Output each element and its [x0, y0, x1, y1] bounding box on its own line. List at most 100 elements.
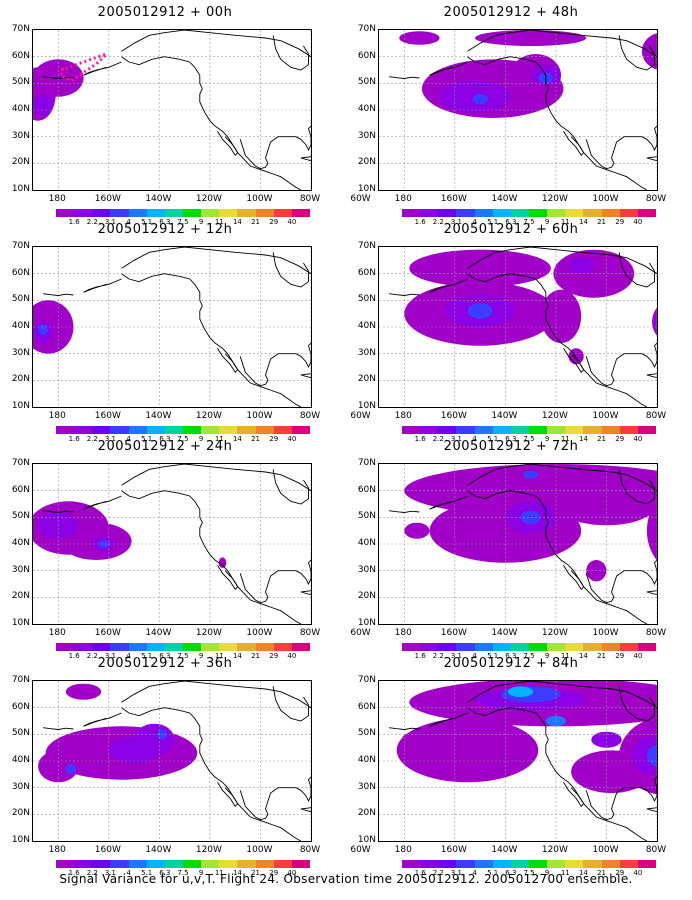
- colorbar-label: 29: [615, 869, 625, 877]
- colorbar-label: 1.6: [68, 869, 80, 877]
- colorbar-label: 4: [126, 435, 131, 443]
- colorbar-label: 7.5: [523, 435, 535, 443]
- variance-region: [641, 33, 657, 70]
- colorbar-swatch: [110, 860, 129, 868]
- colorbar-label: 11: [560, 652, 570, 660]
- colorbar-label: 14: [232, 435, 242, 443]
- colorbar-swatch: [637, 860, 656, 868]
- colorbar: [402, 426, 656, 434]
- variance-map: [378, 29, 658, 191]
- coastline: [429, 278, 468, 293]
- forecast-panel: 2005012912 + 48h 70N 60N 50N 40N 30N 20N 10N 180…: [346, 5, 676, 226]
- colorbar-label: 1.6: [414, 869, 426, 877]
- longitude-label: 120W: [195, 628, 222, 638]
- longitude-label: 60W: [687, 194, 692, 204]
- longitude-label: 140W: [491, 194, 518, 204]
- latitude-label: 10N: [11, 184, 30, 194]
- latitude-label: 60N: [357, 267, 376, 278]
- variance-map: [378, 680, 658, 842]
- latitude-label: 10N: [357, 835, 376, 845]
- coastline: [563, 565, 585, 591]
- variance-map: [32, 246, 312, 408]
- latitude-label: 70N: [357, 241, 376, 251]
- colorbar-swatch: [528, 860, 548, 868]
- colorbar-label: 2.2: [432, 652, 444, 660]
- longitude-label: 180: [394, 628, 412, 638]
- colorbar-swatch: [56, 426, 75, 434]
- variance-region: [218, 557, 227, 568]
- colorbar-swatch: [291, 860, 310, 868]
- colorbar-swatch: [92, 860, 111, 868]
- colorbar-label: 14: [578, 218, 588, 226]
- variance-region: [65, 763, 76, 775]
- coastline: [83, 278, 122, 293]
- coastline: [121, 273, 302, 407]
- colorbar-label: 21: [597, 435, 607, 443]
- coastline: [121, 707, 302, 841]
- coastline: [121, 56, 302, 190]
- colorbar: [56, 426, 310, 434]
- coastline: [389, 76, 420, 79]
- latitude-label: 30N: [357, 130, 376, 141]
- coastline: [585, 342, 657, 387]
- colorbar-swatch: [420, 426, 439, 434]
- coastline: [83, 712, 122, 727]
- colorbar-label: 2.2: [86, 869, 98, 877]
- coastline: [618, 252, 655, 288]
- colorbar-swatch: [92, 426, 111, 434]
- colorbar-swatch: [56, 209, 75, 217]
- colorbar-label: 40: [633, 652, 643, 660]
- panel-title: 2005012912 + 36h: [97, 656, 233, 671]
- longitude-label: 140W: [491, 845, 518, 855]
- longitude-label: 60W: [687, 411, 692, 421]
- colorbar-swatch: [182, 860, 202, 868]
- coastline: [121, 247, 311, 275]
- latitude-label: 60N: [11, 267, 30, 278]
- variance-region: [401, 731, 433, 748]
- colorbar-swatch: [255, 860, 274, 868]
- colorbar-label: 21: [597, 869, 607, 877]
- coastline: [239, 776, 311, 821]
- colorbar: [402, 643, 656, 651]
- longitude-label: 140W: [491, 411, 518, 421]
- variance-region: [507, 686, 534, 697]
- latitude-label: 10N: [11, 401, 30, 411]
- coastline: [429, 712, 468, 727]
- colorbar-label: 5.1: [487, 218, 499, 226]
- coastline: [121, 464, 311, 492]
- colorbar-swatch: [474, 209, 493, 217]
- colorbar-label: 6.3: [159, 435, 171, 443]
- longitude-label: 160W: [440, 628, 467, 638]
- longitude-label: 120W: [195, 411, 222, 421]
- variance-map: [32, 680, 312, 842]
- island-outline: [300, 590, 311, 595]
- colorbar-swatch: [291, 209, 310, 217]
- colorbar-label: 3.1: [104, 435, 116, 443]
- colorbar-swatch: [146, 426, 165, 434]
- colorbar-label: 3.1: [104, 869, 116, 877]
- colorbar-swatch: [219, 426, 238, 434]
- colorbar-swatch: [601, 860, 620, 868]
- panel-title: 2005012912 + 84h: [443, 656, 579, 671]
- variance-region: [33, 94, 54, 116]
- panel-title: 2005012912 + 48h: [443, 5, 579, 20]
- longitude-label: 100W: [246, 411, 273, 421]
- colorbar-label: 1.6: [68, 218, 80, 226]
- latitude-label: 50N: [11, 77, 30, 88]
- latitude-label: 10N: [357, 184, 376, 194]
- colorbar-label: 7.5: [177, 218, 189, 226]
- panel-title: 2005012912 + 60h: [443, 222, 579, 237]
- latitude-label: 50N: [357, 294, 376, 305]
- colorbar-swatch: [474, 860, 493, 868]
- colorbar-label: 4: [472, 652, 477, 660]
- colorbar-label: 29: [269, 218, 279, 226]
- colorbar-label: 3.1: [104, 218, 116, 226]
- colorbar-label: 1.6: [414, 435, 426, 443]
- latitude-label: 10N: [11, 618, 30, 628]
- colorbar-swatch: [528, 209, 548, 217]
- colorbar-swatch: [255, 643, 274, 651]
- longitude-label: 140W: [145, 194, 172, 204]
- colorbar-label: 9: [544, 218, 550, 226]
- colorbar-swatch: [291, 643, 310, 651]
- colorbar-swatch: [492, 860, 511, 868]
